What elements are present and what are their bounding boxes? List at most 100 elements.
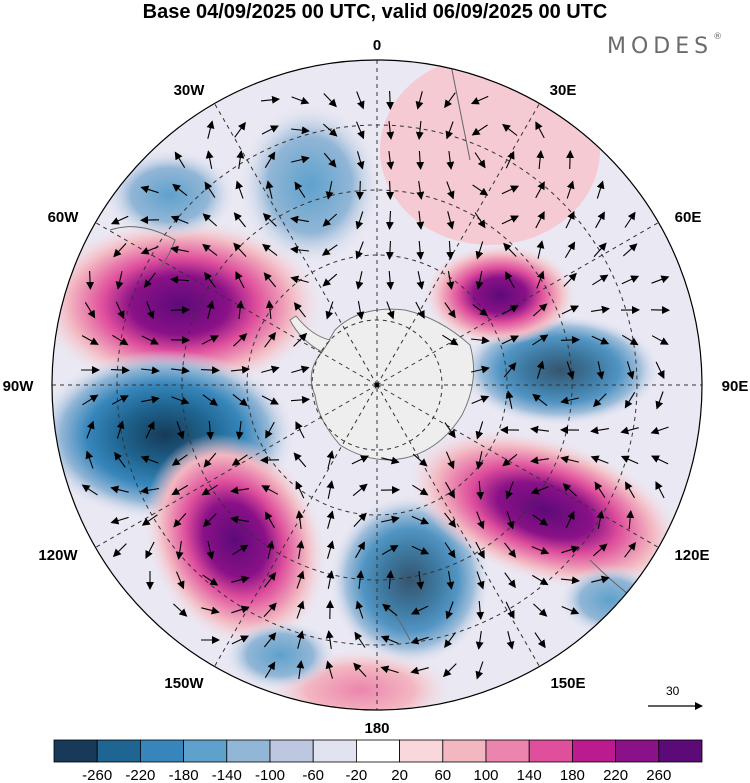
graticule [52,60,702,710]
wind-vector [411,515,430,525]
wind-vector [230,365,250,374]
wind-vector [476,600,485,620]
wind-vector [325,660,334,679]
wind-vector [503,242,517,257]
wind-vector [536,360,545,379]
wind-vector [626,510,635,530]
lon-label-150w: 150W [164,675,204,692]
wind-vector [504,572,516,589]
wind-vector [445,451,455,470]
wind-vector [536,270,545,289]
wind-vector [111,395,129,405]
wind-vector [325,301,334,320]
wind-vector [593,242,607,258]
wind-vector [471,336,490,345]
wind-vector [355,241,364,260]
wind-vector [356,570,365,589]
wind-vector [535,121,545,139]
anomaly-negative-50w [105,150,235,240]
colorbar-tick-label: -220 [125,767,155,783]
wind-vector [264,572,277,588]
wind-vector [265,511,275,529]
wind-vector [412,453,428,467]
colorbar-swatch [399,739,444,763]
wind-vector [386,301,395,320]
wind-vector [506,631,515,650]
wind-vector [171,454,188,466]
wind-vector [416,240,425,260]
wind-vector [472,184,489,196]
lon-label-60w: 60W [48,209,80,226]
wind-vector [502,123,518,136]
wind-vector [322,213,338,227]
wind-vector [141,514,158,526]
reference-vector-label: 30 [666,684,680,698]
wind-vector [202,213,218,227]
wind-vector [145,541,155,559]
wind-vector [475,541,485,559]
wind-vector [503,362,517,378]
wind-vector [416,271,425,290]
colorbar-tick-label: 220 [603,767,628,783]
wind-vector [445,601,454,620]
wind-vector [534,632,546,649]
lon-label-90w: 90W [3,378,35,395]
wind-vector [590,455,609,464]
wind-vector [530,486,549,495]
wind-vector [326,540,335,559]
wind-vector [596,510,605,529]
south-pole-marker [374,382,380,388]
wind-vector [625,481,635,499]
wind-vector [172,183,188,197]
wind-vector [501,305,519,315]
wind-vector [504,542,517,558]
wind-vector [561,305,580,315]
colorbar-swatch [442,739,487,763]
wind-vector [620,426,639,435]
wind-vector [206,541,215,560]
wind-vector [533,603,548,617]
wind-vector [231,635,250,645]
wind-vector [532,334,549,346]
wind-vector [385,240,394,260]
wind-vector [85,450,94,469]
wind-vector [596,180,605,199]
wind-vector [173,512,187,528]
wind-vector [566,361,575,380]
wind-vector [560,335,580,344]
wind-vector [564,241,576,258]
wind-vector [442,334,459,346]
wind-vector [380,665,399,674]
wind-vector [323,93,337,108]
lon-label-120w: 120W [38,547,78,564]
wind-vector [530,425,549,434]
wind-vector [381,515,400,524]
wind-vector [532,514,549,526]
wind-vector [230,515,249,524]
anomaly-positive-75w [52,220,320,390]
wind-vector [231,575,250,584]
colorbar-tick-label: -20 [346,767,368,783]
wind-vector [233,242,247,257]
wind-vector [351,455,370,465]
wind-vector [296,540,305,559]
antarctic-peninsula [289,315,331,353]
wind-vector [505,150,515,169]
wind-vector [536,240,545,259]
lon-label-120e: 120E [674,547,709,564]
wind-vector [353,512,367,527]
wind-vector [560,576,580,585]
wind-vector [261,485,279,495]
wind-vector [444,542,456,559]
wind-vector [354,631,366,648]
wind-vector [501,185,520,195]
wind-vector [265,180,274,199]
wind-vector [296,570,305,589]
wind-vector [355,180,364,200]
wind-vector [475,241,484,260]
colorbar-tick-label: -140 [212,767,242,783]
colorbar-swatch [355,739,400,763]
wind-vector [416,211,425,230]
wind-vector [444,302,456,319]
